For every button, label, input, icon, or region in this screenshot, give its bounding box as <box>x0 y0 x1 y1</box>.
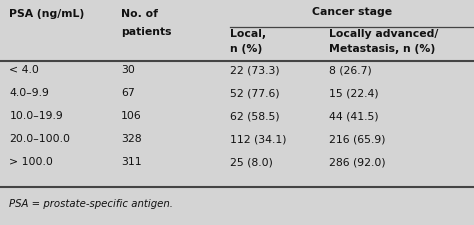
Text: 286 (92.0): 286 (92.0) <box>329 157 386 167</box>
Text: 8 (26.7): 8 (26.7) <box>329 65 372 75</box>
Text: 67: 67 <box>121 88 135 98</box>
Text: No. of: No. of <box>121 9 158 19</box>
Text: 25 (8.0): 25 (8.0) <box>230 157 273 167</box>
Text: 311: 311 <box>121 157 142 167</box>
Text: 22 (73.3): 22 (73.3) <box>230 65 280 75</box>
Text: Local,: Local, <box>230 29 266 39</box>
Text: 216 (65.9): 216 (65.9) <box>329 134 386 144</box>
Text: 20.0–100.0: 20.0–100.0 <box>9 134 71 144</box>
Text: patients: patients <box>121 27 172 37</box>
Text: Cancer stage: Cancer stage <box>312 7 392 17</box>
Text: 112 (34.1): 112 (34.1) <box>230 134 286 144</box>
Text: 15 (22.4): 15 (22.4) <box>329 88 379 98</box>
Text: < 4.0: < 4.0 <box>9 65 39 75</box>
Text: > 100.0: > 100.0 <box>9 157 54 167</box>
Text: n (%): n (%) <box>230 44 262 54</box>
Text: 10.0–19.9: 10.0–19.9 <box>9 111 63 121</box>
Text: 328: 328 <box>121 134 142 144</box>
Text: PSA = prostate-specific antigen.: PSA = prostate-specific antigen. <box>9 199 173 209</box>
Text: 30: 30 <box>121 65 135 75</box>
Text: Metastasis, n (%): Metastasis, n (%) <box>329 44 436 54</box>
Text: 62 (58.5): 62 (58.5) <box>230 111 280 121</box>
Text: 4.0–9.9: 4.0–9.9 <box>9 88 49 98</box>
Text: Locally advanced/: Locally advanced/ <box>329 29 439 39</box>
Text: 44 (41.5): 44 (41.5) <box>329 111 379 121</box>
Text: 52 (77.6): 52 (77.6) <box>230 88 280 98</box>
Text: PSA (ng/mL): PSA (ng/mL) <box>9 9 85 19</box>
Text: 106: 106 <box>121 111 142 121</box>
